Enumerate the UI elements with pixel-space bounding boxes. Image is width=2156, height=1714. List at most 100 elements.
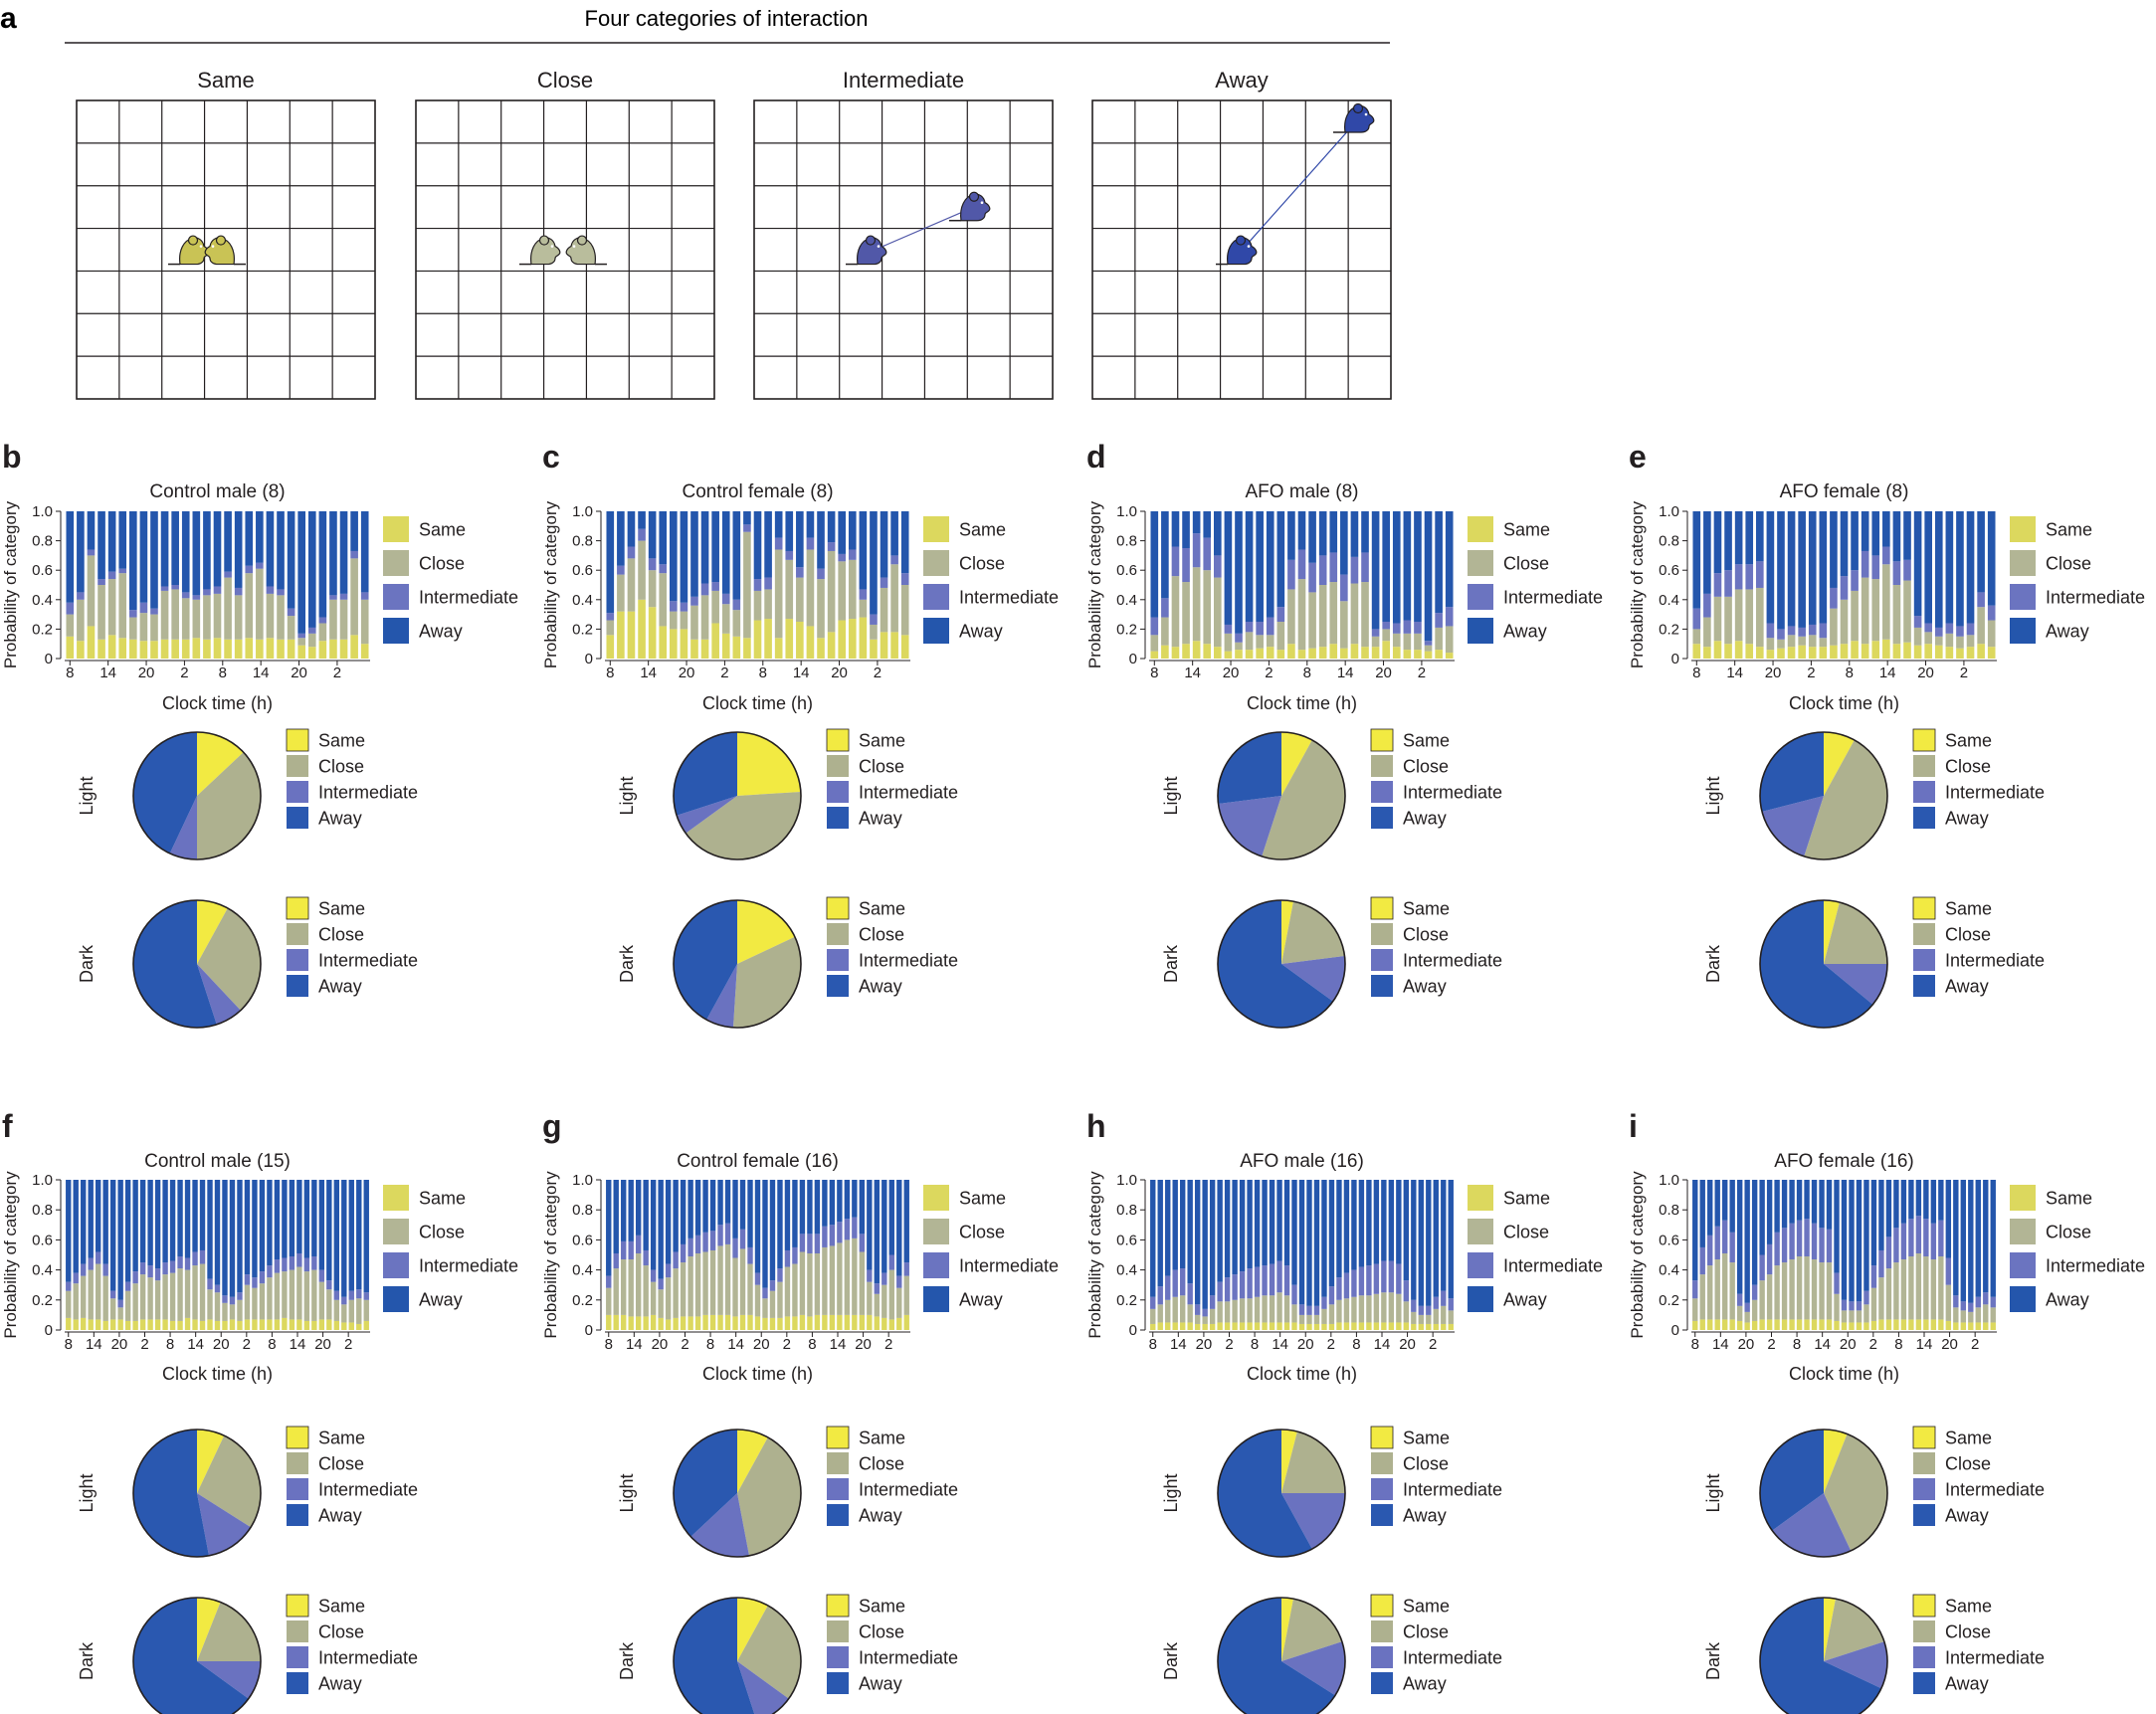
legend-swatch-away [1468,1286,1493,1312]
grid-frame [415,99,715,400]
x-axis-title: Clock time (h) [162,1364,273,1384]
bar-segment-close [680,611,688,630]
bar-segment-same [1983,1322,1989,1330]
bar-segment-intermediate [1340,574,1348,602]
legend-label-intermediate: Intermediate [1403,1647,1502,1667]
x-tick-label: 2 [720,665,728,681]
chart-title: AFO female (16) [1774,1151,1913,1172]
bar-segment-close [687,1256,693,1317]
pie-slice-intermediate [197,1661,261,1699]
legend-label-away: Away [1503,621,1547,641]
bar-segment-away [95,1180,101,1252]
bar-segment-same [1269,1322,1275,1330]
x-tick-label: 14 [290,1336,306,1353]
legend-item-same: Same [1912,1426,1992,1449]
legend-item-away: Away [287,1504,362,1526]
bar-segment-same [1849,1322,1855,1330]
bar-segment-same [95,1319,101,1330]
bar-segment-same [1729,1319,1735,1330]
mouse-eye [877,245,881,248]
mouse-eye [1364,112,1368,116]
bar-segment-away [1871,511,1880,556]
bar-segment-same [333,1320,340,1330]
mouse-ear [1352,102,1364,114]
bar-segment-same [627,611,636,659]
legend-item-close: Close [383,550,465,576]
bar-segment-same [1736,1320,1743,1330]
bar-segment-intermediate [784,1249,791,1267]
bar-segment-away [1841,1180,1848,1300]
bar-segment-same [318,1319,325,1330]
bar-segment-close [350,558,358,636]
bar-segment-intermediate [1373,1263,1380,1294]
legend-swatch-same [286,1594,309,1618]
bar-segment-close [769,1290,776,1318]
bar-segment-intermediate [1321,1296,1327,1309]
bar-segment-same [87,626,96,659]
bar-segment-close [1276,1292,1282,1323]
bar-segment-away [702,1180,708,1233]
x-tick-label: 14 [187,1336,204,1353]
bar-segment-away [1953,1180,1959,1296]
legend-swatch-close [1468,1219,1493,1244]
bar-segment-close [1924,632,1933,645]
bar-segment-away [1203,511,1212,538]
bar-segment-same [1256,648,1264,659]
bar-segment-same [882,1317,887,1330]
pie-slice-away [133,900,217,1028]
bar-segment-away [1745,511,1754,565]
bar-segment-intermediate [139,602,148,614]
bar-segment-away [1923,1180,1929,1220]
legend-item-close: Close [287,755,364,777]
pie-outline [673,731,802,860]
bar-segment-intermediate [880,577,888,588]
bar-segment-intermediate [870,614,878,625]
legend-swatch-away [827,1672,849,1694]
bar-segment-same [888,1319,894,1330]
legend-item-same: Same [826,728,905,752]
bar-segment-close [694,1252,701,1317]
pie-outline [132,731,262,860]
bar-segment-away [73,1180,79,1273]
legend-swatch-intermediate [1913,949,1935,971]
bar-segment-same [903,1314,909,1330]
bar-segment-away [199,1180,206,1250]
bar-segment-close [792,1263,798,1317]
bar-segment-intermediate [339,593,348,600]
bar-segment-close [1418,1314,1425,1324]
x-axis: 8 14 20 2 8 14 20 2 [1691,660,1997,681]
pie-row-label: Dark [77,944,97,983]
bar-segment-close [796,577,804,622]
bar-segment-same [1923,1319,1929,1330]
bar-segment-same [606,635,615,659]
bar-segment-intermediate [88,1257,94,1270]
bar-segment-same [107,635,116,659]
bar-segment-intermediate [303,1257,310,1272]
bar-segment-close [638,540,646,600]
pie-outline [1217,1597,1346,1714]
bar-segment-close [1983,1304,1989,1323]
bar-segment-intermediate [1172,1269,1178,1297]
x-tick-label: 20 [213,1336,230,1353]
grid-same: Same [76,68,376,400]
bar-segment-close [838,561,847,621]
bar-segment-intermediate [867,1269,873,1282]
bar-segment-close [764,589,772,620]
bar-segment-away [1448,1180,1454,1299]
y-tick-label: 0.2 [1659,1292,1679,1309]
legend-swatch-away [827,1504,849,1526]
bar-segment-close [1774,1265,1780,1320]
legend-label-intermediate: Intermediate [419,1255,518,1275]
bar-segment-close [711,590,719,624]
bar-segment-intermediate [859,1234,866,1252]
bar-segment-same [339,639,348,659]
bar-segment-close [214,1292,221,1321]
bar-segment-away [1819,1180,1825,1229]
bar-segment-away [66,511,75,603]
bar-segment-away [739,1180,746,1230]
x-tick-label: 20 [831,665,848,681]
bar-segment-same [348,1322,354,1330]
legend-item-intermediate: Intermediate [1913,1478,2045,1500]
